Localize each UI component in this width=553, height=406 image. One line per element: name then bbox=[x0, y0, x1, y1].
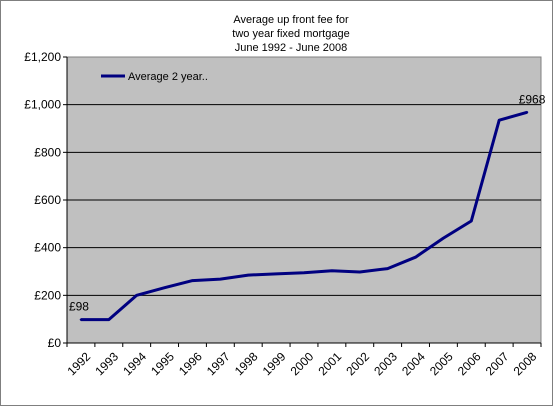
y-tick-label: £200 bbox=[34, 288, 61, 302]
data-label: £98 bbox=[69, 300, 89, 314]
data-label: £968 bbox=[519, 92, 546, 106]
x-tick-label: 2004 bbox=[399, 349, 428, 378]
data-labels: £98 £968 bbox=[69, 92, 546, 313]
data-point bbox=[442, 236, 445, 240]
y-tick-label: £1,000 bbox=[24, 98, 61, 112]
data-point bbox=[330, 269, 334, 272]
x-tick-label: 2008 bbox=[511, 349, 540, 378]
y-tick-label: £600 bbox=[34, 193, 61, 207]
y-tick-label: £1,200 bbox=[24, 50, 61, 64]
data-point bbox=[358, 270, 361, 274]
chart-title-line-2: two year fixed mortgage bbox=[232, 28, 349, 40]
x-tick-label: 2000 bbox=[288, 349, 317, 378]
x-tick-label: 2007 bbox=[483, 349, 512, 378]
legend-label: Average 2 year.. bbox=[128, 71, 208, 83]
y-tick-label: £800 bbox=[34, 145, 61, 159]
data-point bbox=[107, 318, 111, 321]
x-tick-label: 2002 bbox=[343, 349, 372, 378]
data-point bbox=[135, 294, 138, 297]
y-tick-label: £400 bbox=[34, 241, 61, 255]
x-tick-label: 2005 bbox=[427, 349, 456, 378]
x-tick-label: 1999 bbox=[260, 349, 289, 378]
data-point bbox=[414, 256, 417, 259]
x-tick-label: 2006 bbox=[455, 349, 484, 378]
data-point bbox=[525, 111, 529, 114]
data-point bbox=[191, 279, 194, 282]
data-point bbox=[247, 273, 250, 277]
legend: Average 2 year.. bbox=[101, 71, 208, 83]
data-point bbox=[163, 286, 166, 289]
data-point bbox=[470, 219, 473, 223]
x-tick-label: 1996 bbox=[176, 349, 205, 378]
data-point bbox=[219, 277, 222, 281]
gridlines bbox=[67, 104, 541, 296]
x-tick-label: 1992 bbox=[65, 349, 94, 378]
x-tick-label: 1995 bbox=[148, 349, 177, 378]
data-point bbox=[79, 318, 83, 321]
data-point bbox=[274, 272, 278, 276]
x-tick-label: 1994 bbox=[120, 349, 149, 378]
y-axis: £0 £200 £400 £600 £800 £1,000 £1,200 bbox=[24, 50, 68, 350]
x-tick-label: 2003 bbox=[371, 349, 400, 378]
x-tick-label: 2001 bbox=[315, 349, 344, 378]
chart-title: Average up front fee for two year fixed … bbox=[232, 14, 349, 54]
chart-title-line-1: Average up front fee for bbox=[233, 14, 349, 26]
x-tick-label: 1997 bbox=[204, 349, 233, 378]
x-tick-label: 1993 bbox=[92, 349, 121, 378]
x-tick-label: 1998 bbox=[232, 349, 261, 378]
x-axis: 1992 1993 1994 1995 1996 1997 1998 1999 2000 2001… bbox=[65, 342, 542, 378]
y-tick-label: £0 bbox=[48, 336, 62, 350]
data-point bbox=[386, 267, 389, 270]
data-point bbox=[302, 271, 306, 274]
data-point bbox=[497, 118, 501, 122]
chart-title-line-3: June 1992 - June 2008 bbox=[235, 42, 348, 54]
series-lines bbox=[79, 110, 529, 322]
